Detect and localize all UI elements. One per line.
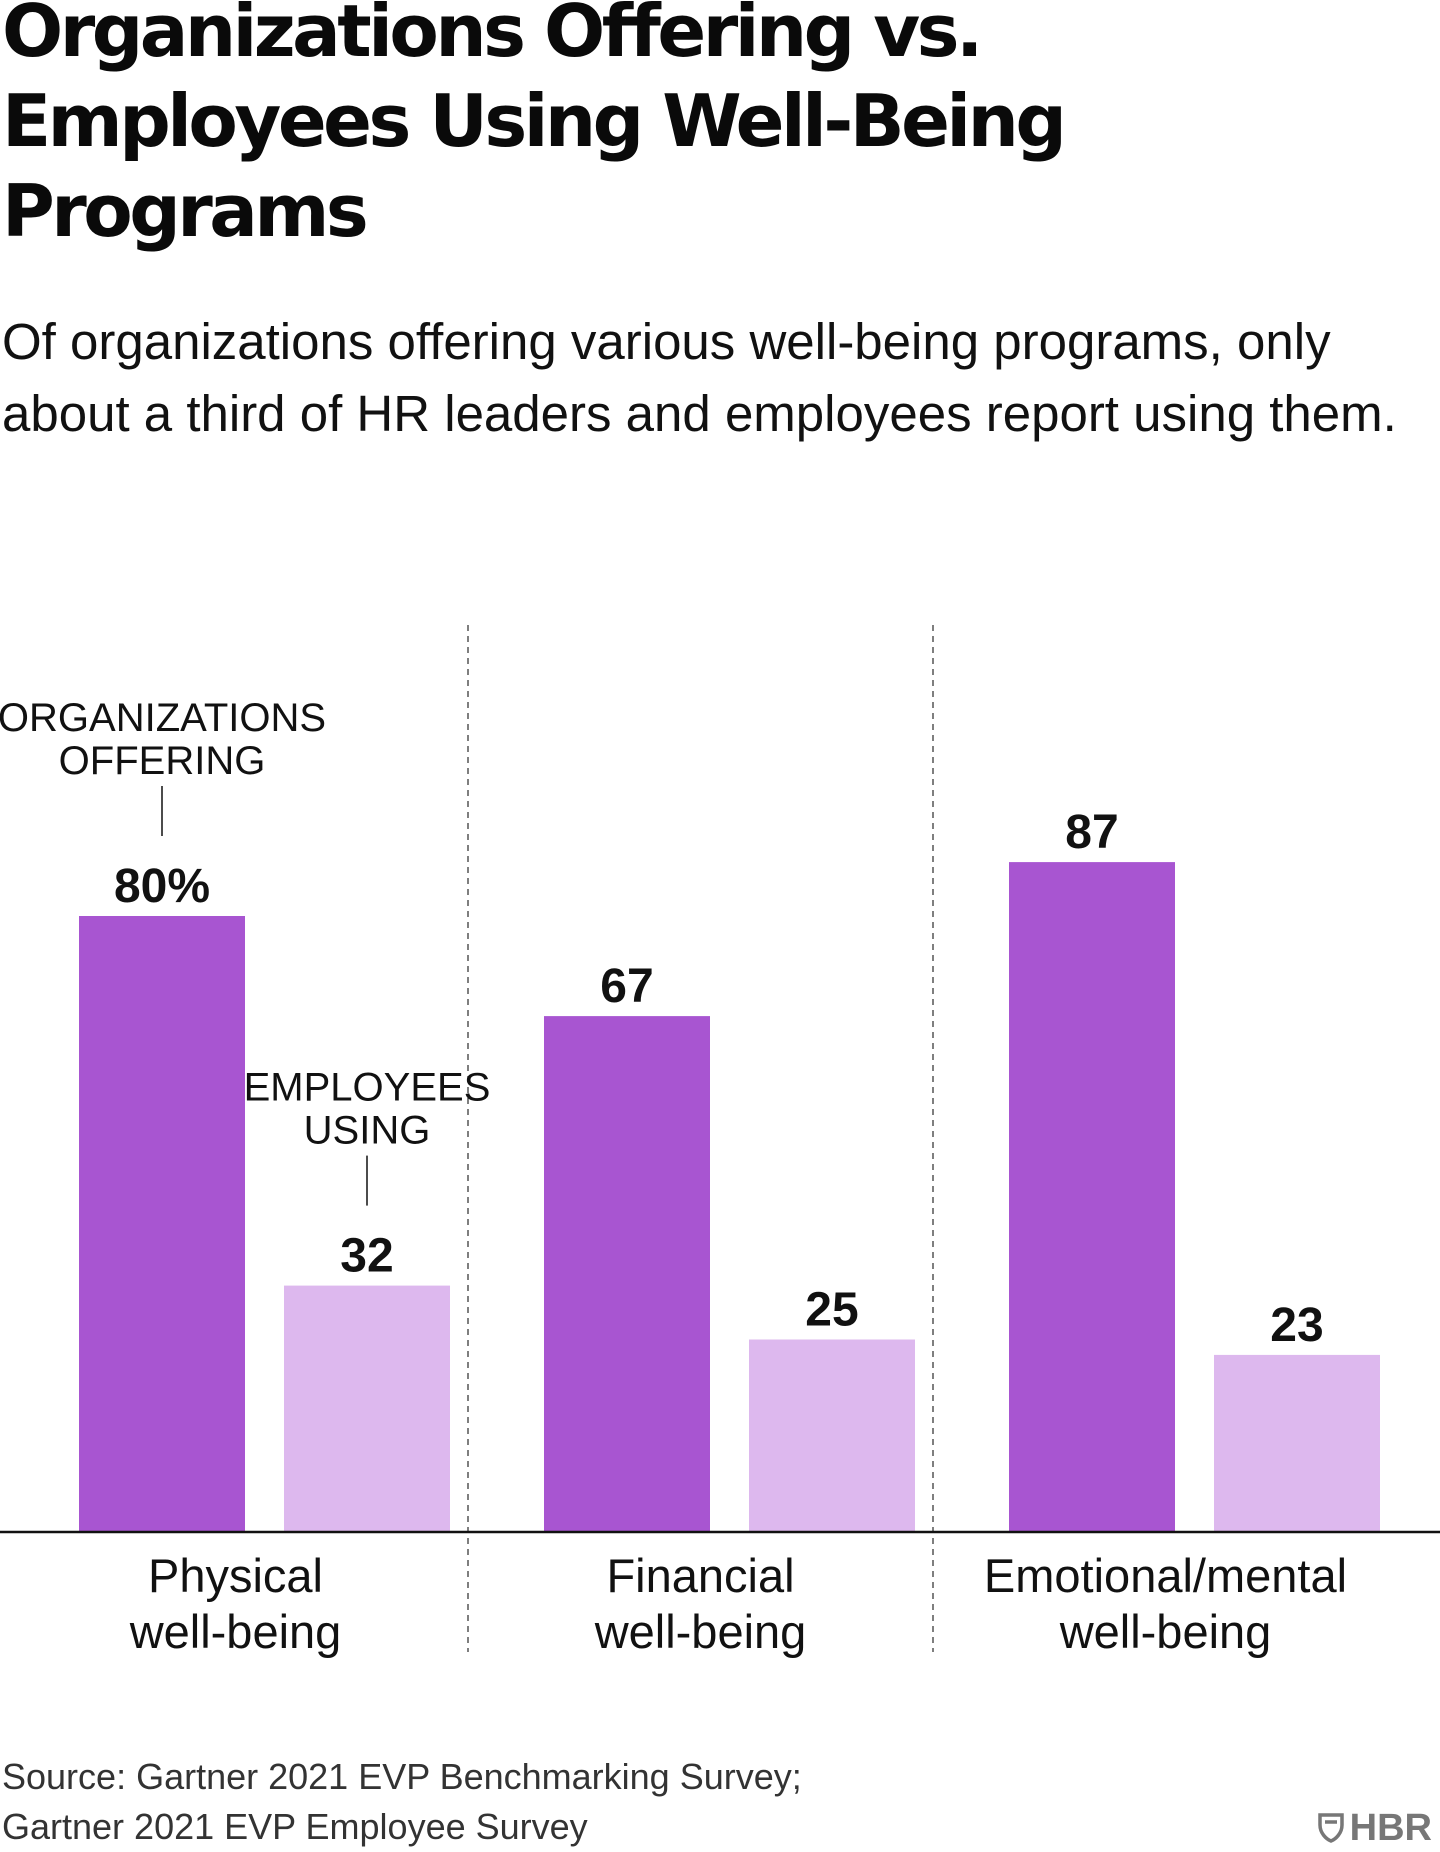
source-note: Source: Gartner 2021 EVP Benchmarking Su… [2,1752,1102,1852]
value-label-employees-using-physical-well-being: 32 [340,1230,393,1283]
brand-text: HBR [1349,1807,1432,1849]
source-line-2: Gartner 2021 EVP Employee Survey [2,1806,588,1847]
x-tick-label-financial-well-being-line-2: well-being [594,1605,807,1658]
value-label-organizations-offering-emotional-mental-well-being: 87 [1065,806,1118,859]
bar-chart: 80%32Physicalwell-being6725Financialwell… [0,625,1440,1658]
bar-employees-using-physical-well-being [284,1285,450,1532]
chart-subtitle: Of organizations offering various well-b… [2,313,1397,442]
value-label-organizations-offering-physical-well-being: 80% [114,860,210,913]
value-label-employees-using-financial-well-being: 25 [805,1284,858,1337]
x-tick-label-emotional-mental-well-being-line-2: well-being [1059,1605,1272,1658]
series-label-organizations-offering-line-1: ORGANIZATIONS [0,696,326,740]
bar-organizations-offering-financial-well-being [544,1016,710,1532]
brand-logo: HBR [1317,1807,1432,1849]
series-label-employees-using-line-2: USING [304,1109,431,1153]
shield-icon [1317,1813,1344,1843]
value-label-organizations-offering-financial-well-being: 67 [600,960,653,1013]
bar-organizations-offering-emotional-mental-well-being [1009,862,1175,1532]
bar-organizations-offering-physical-well-being [79,916,245,1532]
source-line-1: Source: Gartner 2021 EVP Benchmarking Su… [2,1756,802,1797]
x-tick-label-physical-well-being-line-1: Physical [148,1549,323,1602]
series-label-employees-using-line-1: EMPLOYEES [244,1066,491,1110]
x-tick-label-financial-well-being-line-1: Financial [606,1549,794,1602]
bar-employees-using-emotional-mental-well-being [1214,1354,1380,1532]
series-label-organizations-offering-line-2: OFFERING [59,739,266,783]
bar-employees-using-financial-well-being [749,1339,915,1532]
x-tick-label-physical-well-being-line-2: well-being [129,1605,342,1658]
chart-title: Organizations Offering vs. Employees Usi… [2,0,1067,253]
x-tick-label-emotional-mental-well-being-line-1: Emotional/mental [984,1549,1347,1602]
value-label-employees-using-emotional-mental-well-being: 23 [1270,1299,1323,1352]
